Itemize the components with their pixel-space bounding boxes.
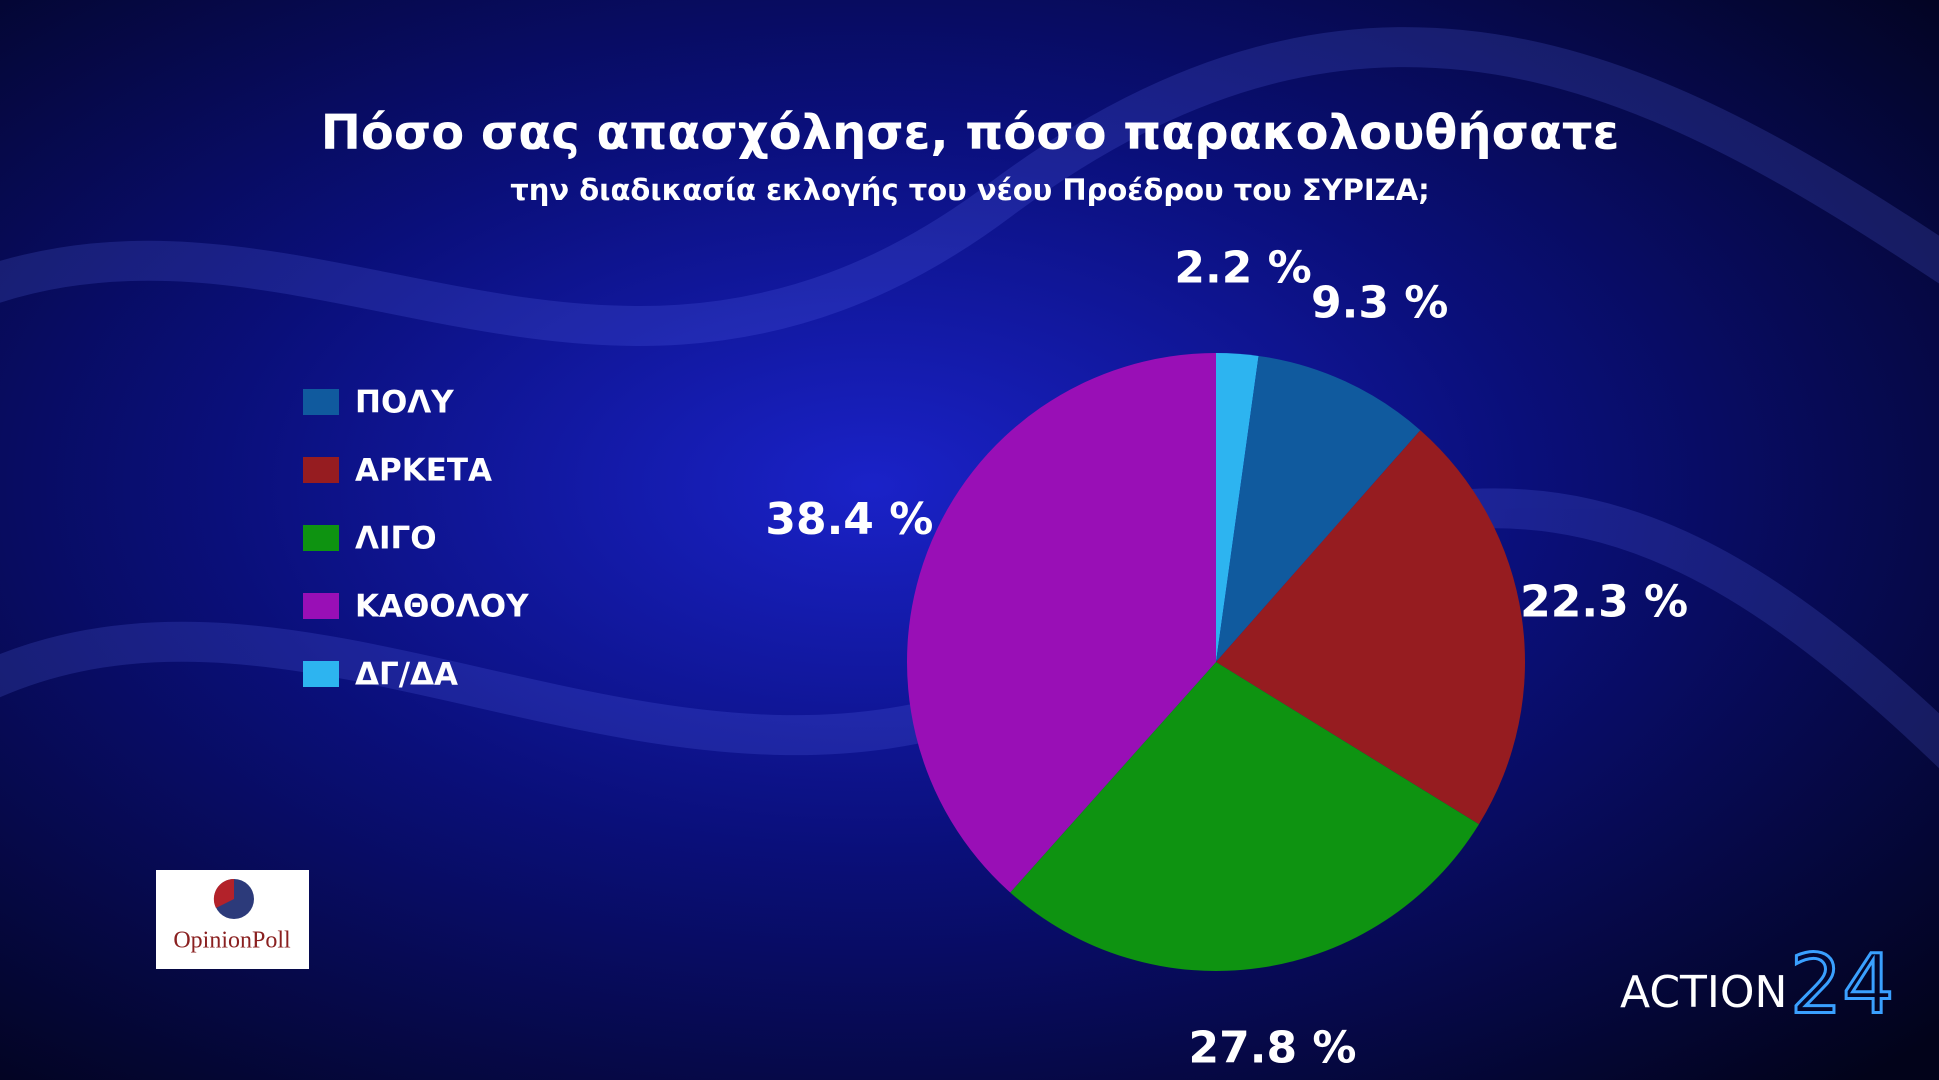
legend-label: ΔΓ/ΔΑ	[355, 657, 458, 693]
pie-slice	[1216, 430, 1525, 825]
channel-name: ACTION	[1620, 967, 1787, 1018]
value-label: 9.3 %	[1311, 277, 1448, 328]
pie-slice	[1010, 662, 1479, 971]
logo-slice	[213, 878, 234, 908]
channel-number: 24	[1790, 937, 1894, 1032]
pollster-name: OpinionPoll	[173, 928, 291, 954]
pie-slice	[1216, 353, 1259, 662]
chart-title: Πόσο σας απασχόλησε, πόσο παρακολουθήσατ…	[321, 105, 1620, 161]
value-label: 38.4 %	[765, 494, 933, 545]
chart-subtitle: την διαδικασία εκλογής του νέου Προέδρου…	[510, 173, 1430, 207]
legend-swatch	[303, 593, 339, 619]
pie-slice	[907, 353, 1216, 893]
legend-label: ΑΡΚΕΤΑ	[355, 453, 492, 489]
channel-logo: ACTION 24	[1620, 936, 1896, 1034]
pie-slice	[1216, 355, 1421, 662]
legend-swatch	[303, 389, 339, 415]
legend-label: ΛΙΓΟ	[355, 521, 437, 557]
value-label: 2.2 %	[1174, 243, 1311, 294]
legend-label: ΚΑΘΟΛΟΥ	[355, 589, 529, 625]
value-label: 27.8 %	[1189, 1022, 1357, 1073]
legend-swatch	[303, 525, 339, 551]
legend-swatch	[303, 661, 339, 687]
pollster-logo: OpinionPoll	[156, 870, 309, 969]
legend-label: ΠΟΛΥ	[355, 385, 454, 421]
legend-swatch	[303, 457, 339, 483]
value-label: 22.3 %	[1520, 576, 1688, 627]
